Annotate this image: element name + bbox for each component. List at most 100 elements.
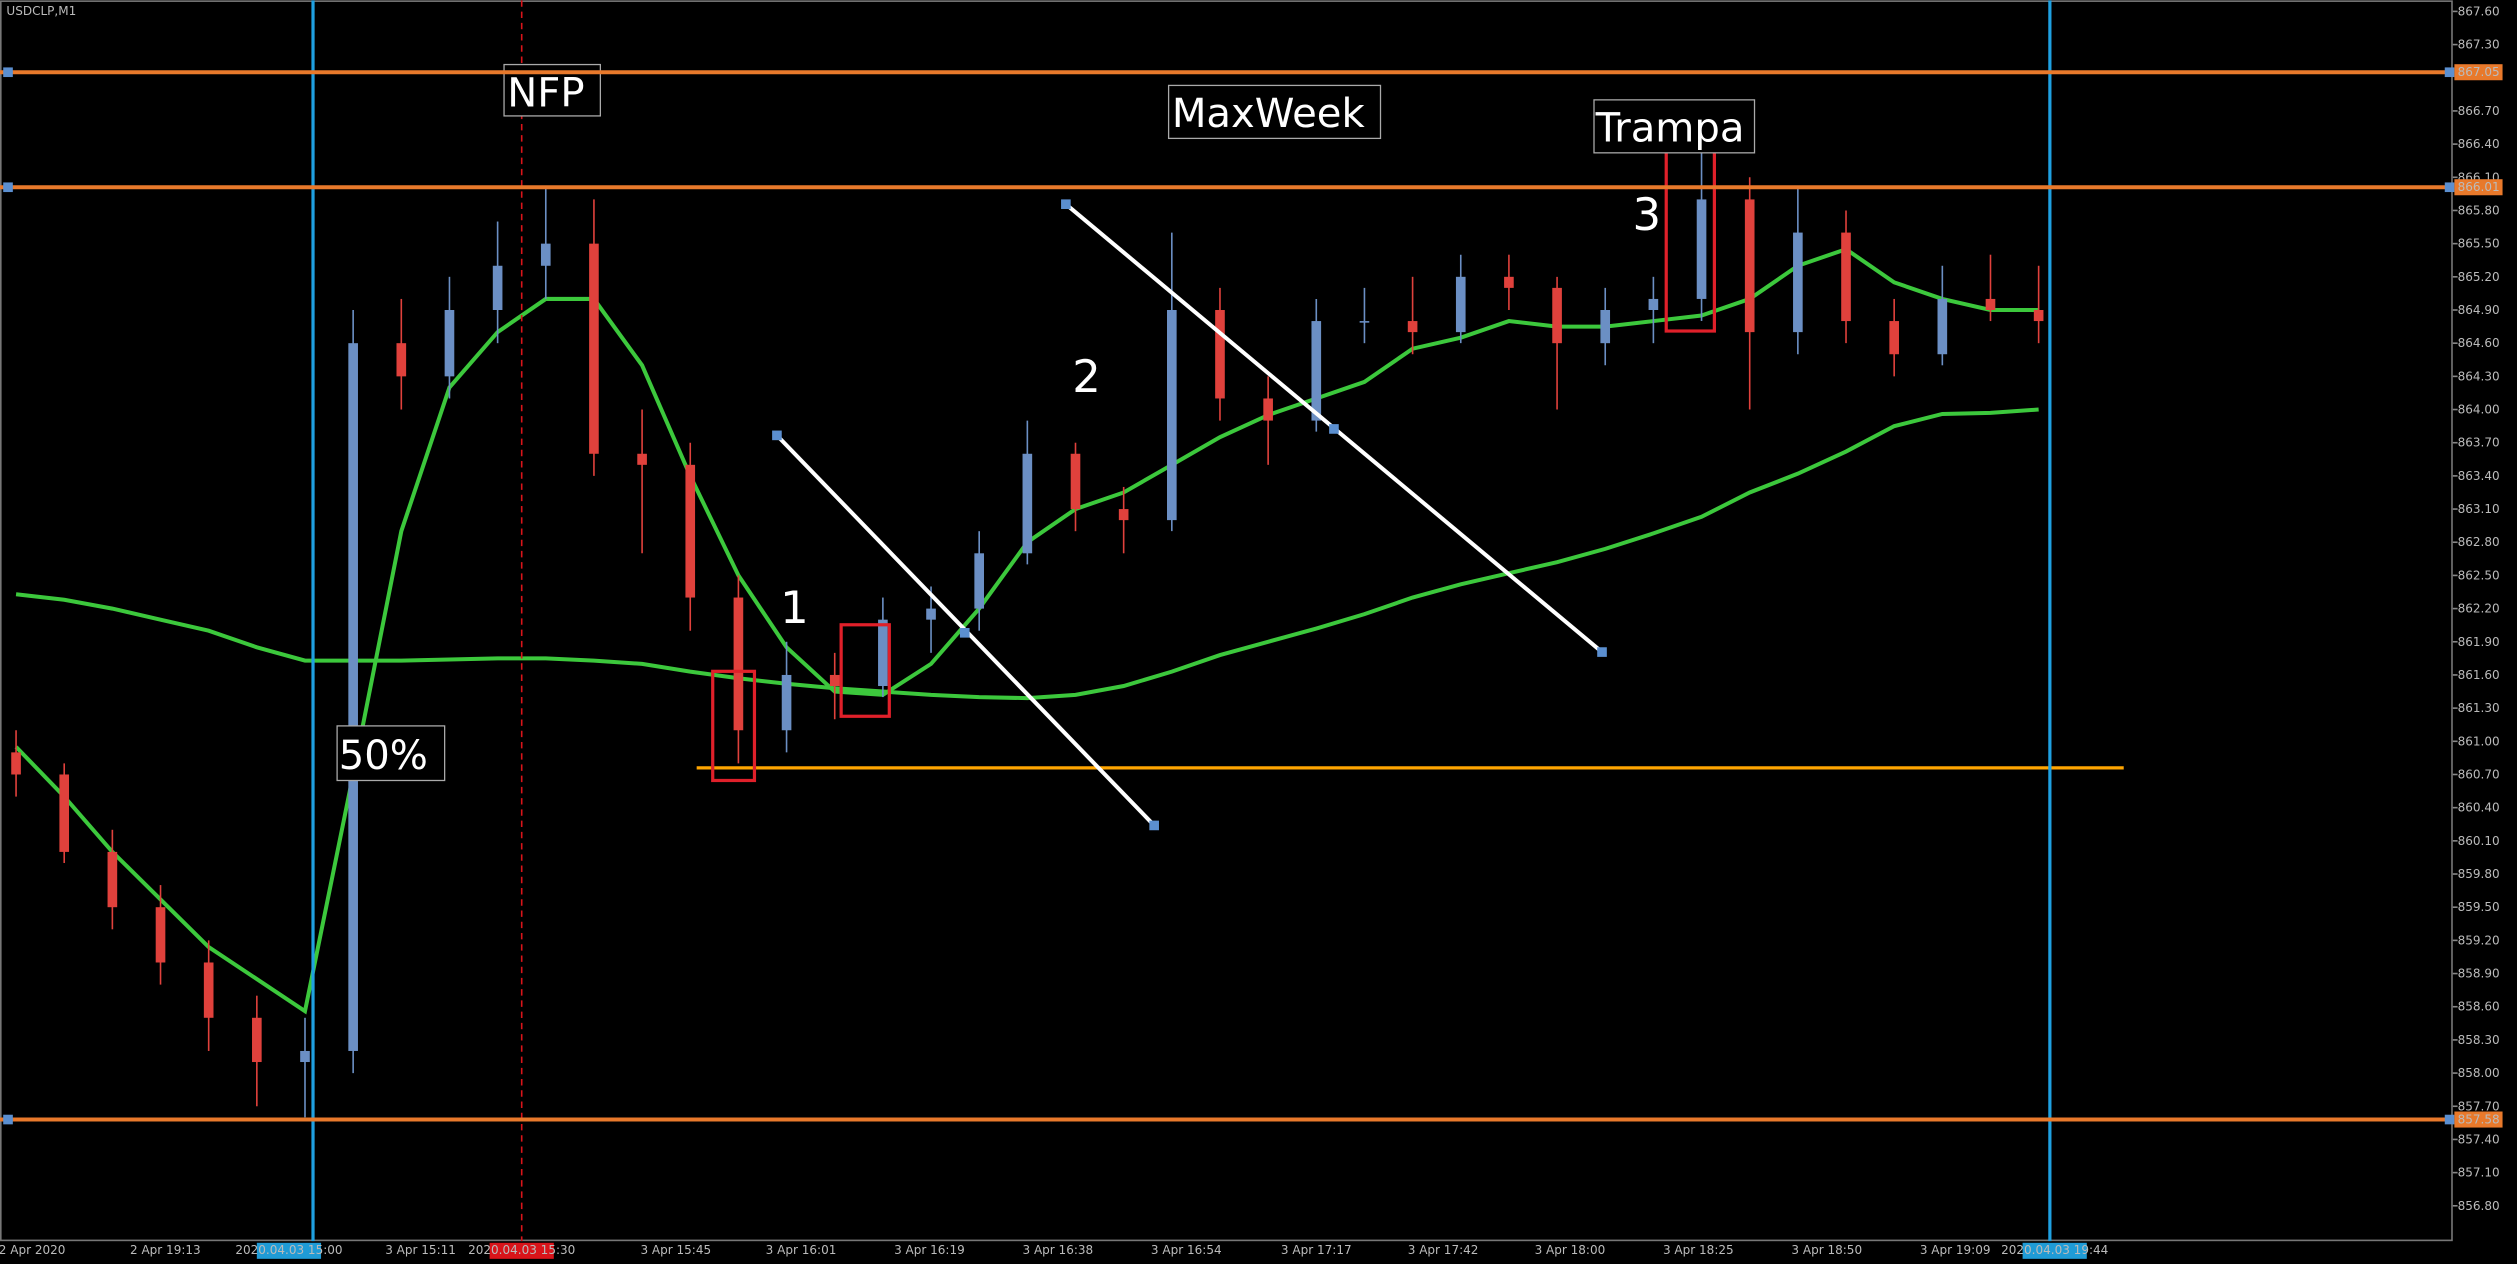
candle-body [444,309,455,377]
y-tick-label: 864.60 [2458,336,2500,350]
level-label: 857.58 [2458,1113,2500,1127]
candle-body [540,243,551,266]
candle-body [1841,232,1851,322]
candle-body [59,774,70,852]
y-tick-label: 858.00 [2458,1066,2500,1080]
x-tick-label: 3 Apr 17:17 [1281,1243,1352,1257]
x-tick-label: 3 Apr 18:00 [1535,1243,1606,1257]
y-tick-label: 866.70 [2458,104,2500,118]
x-tick-label: 3 Apr 18:50 [1791,1243,1862,1257]
x-tick-label: 3 Apr 17:42 [1408,1243,1479,1257]
candle-body [348,343,358,1051]
y-tick-label: 856.80 [2458,1199,2500,1213]
y-tick-label: 858.30 [2458,1033,2500,1047]
y-tick-label: 860.40 [2458,801,2500,815]
wave-label: 3 [1633,188,1662,241]
x-tick-label: 2020.04.03 15:00 [235,1243,342,1257]
candle-body [1696,199,1707,299]
candle-body [1744,199,1755,333]
y-tick-label: 860.70 [2458,767,2500,781]
y-tick-label: 861.00 [2458,734,2500,748]
candle-body [396,343,407,377]
y-tick-label: 858.90 [2458,967,2500,981]
x-tick-label: 3 Apr 15:45 [640,1243,711,1257]
annotation: 50% [339,733,428,779]
wave-label: 2 [1072,350,1101,403]
x-tick-label: 3 Apr 16:38 [1022,1243,1093,1257]
handle [1149,820,1159,831]
x-tick-label: 3 Apr 19:09 [1920,1243,1991,1257]
y-tick-label: 863.40 [2458,469,2500,483]
candle-body [1263,398,1273,421]
y-tick-label: 863.70 [2458,436,2500,450]
candle-body [252,1017,262,1063]
candle-body [1889,321,1899,355]
candle-body [926,608,936,620]
level-tag [2454,64,2503,81]
level-label: 866.01 [2458,180,2500,194]
y-tick-label: 865.50 [2458,237,2500,251]
candle-body [1600,309,1611,344]
annotation: Trampa [1595,106,1745,152]
annotation-box [336,725,446,782]
level-handle [2444,182,2455,193]
candle-body [1504,276,1514,288]
candle-body [1793,232,1803,333]
handle [1597,647,1607,657]
candle-body [1311,321,1322,421]
level-handle [2444,67,2455,78]
handle [1061,199,1071,210]
candle-body [300,1050,310,1063]
y-tick-label: 859.20 [2458,933,2500,947]
x-tick-label: 2 Apr 19:13 [130,1243,201,1257]
level-handle [3,182,13,193]
y-tick-label: 862.20 [2458,602,2500,616]
candle-body [2033,309,2044,322]
y-tick-label: 867.60 [2458,4,2500,18]
x-tick-label: 2 Apr 2020 [0,1243,65,1257]
candle-body [829,674,840,687]
y-tick-label: 861.30 [2458,701,2500,715]
y-tick-label: 864.00 [2458,403,2500,417]
y-tick-label: 857.10 [2458,1166,2500,1180]
candle-body [492,265,503,310]
y-tick-label: 863.10 [2458,502,2500,516]
candle-body [1167,309,1177,521]
candle-body [733,597,744,731]
candle-body [203,962,214,1018]
candle-body [107,851,118,908]
candle-body [155,907,166,963]
y-tick-label: 864.30 [2458,369,2500,383]
plot-frame [0,0,2453,1242]
candle-body [1552,287,1562,344]
annotation-box [1593,99,1756,154]
candle-body [974,553,985,609]
candle-body [781,674,792,731]
level-handle [3,1114,13,1125]
x-label-highlight [489,1242,554,1259]
level-handle [3,67,13,78]
candle-body [1407,321,1418,333]
x-label-highlight [256,1242,322,1259]
candle-body [637,453,647,465]
handle [1329,424,1339,434]
wave-label: 1 [780,581,809,634]
y-tick-label: 861.90 [2458,635,2500,649]
y-tick-label: 861.60 [2458,668,2500,682]
x-tick-label: 3 Apr 15:11 [385,1243,456,1257]
y-tick-label: 867.30 [2458,38,2500,52]
plot: 867.60867.30866.70866.40866.10865.80865.… [0,4,2500,1259]
candle-body [1215,309,1225,399]
x-tick-label: 3 Apr 16:54 [1151,1243,1222,1257]
level-label: 867.05 [2458,65,2500,79]
x-label-highlight [2022,1242,2087,1259]
y-tick-label: 864.90 [2458,303,2500,317]
y-tick-label: 859.50 [2458,900,2500,914]
marker-box [839,623,891,718]
candle-body [11,752,21,775]
marker-box [711,669,757,783]
level-tag [2454,179,2503,196]
y-tick-label: 865.80 [2458,203,2500,217]
candle-body [1455,276,1466,333]
